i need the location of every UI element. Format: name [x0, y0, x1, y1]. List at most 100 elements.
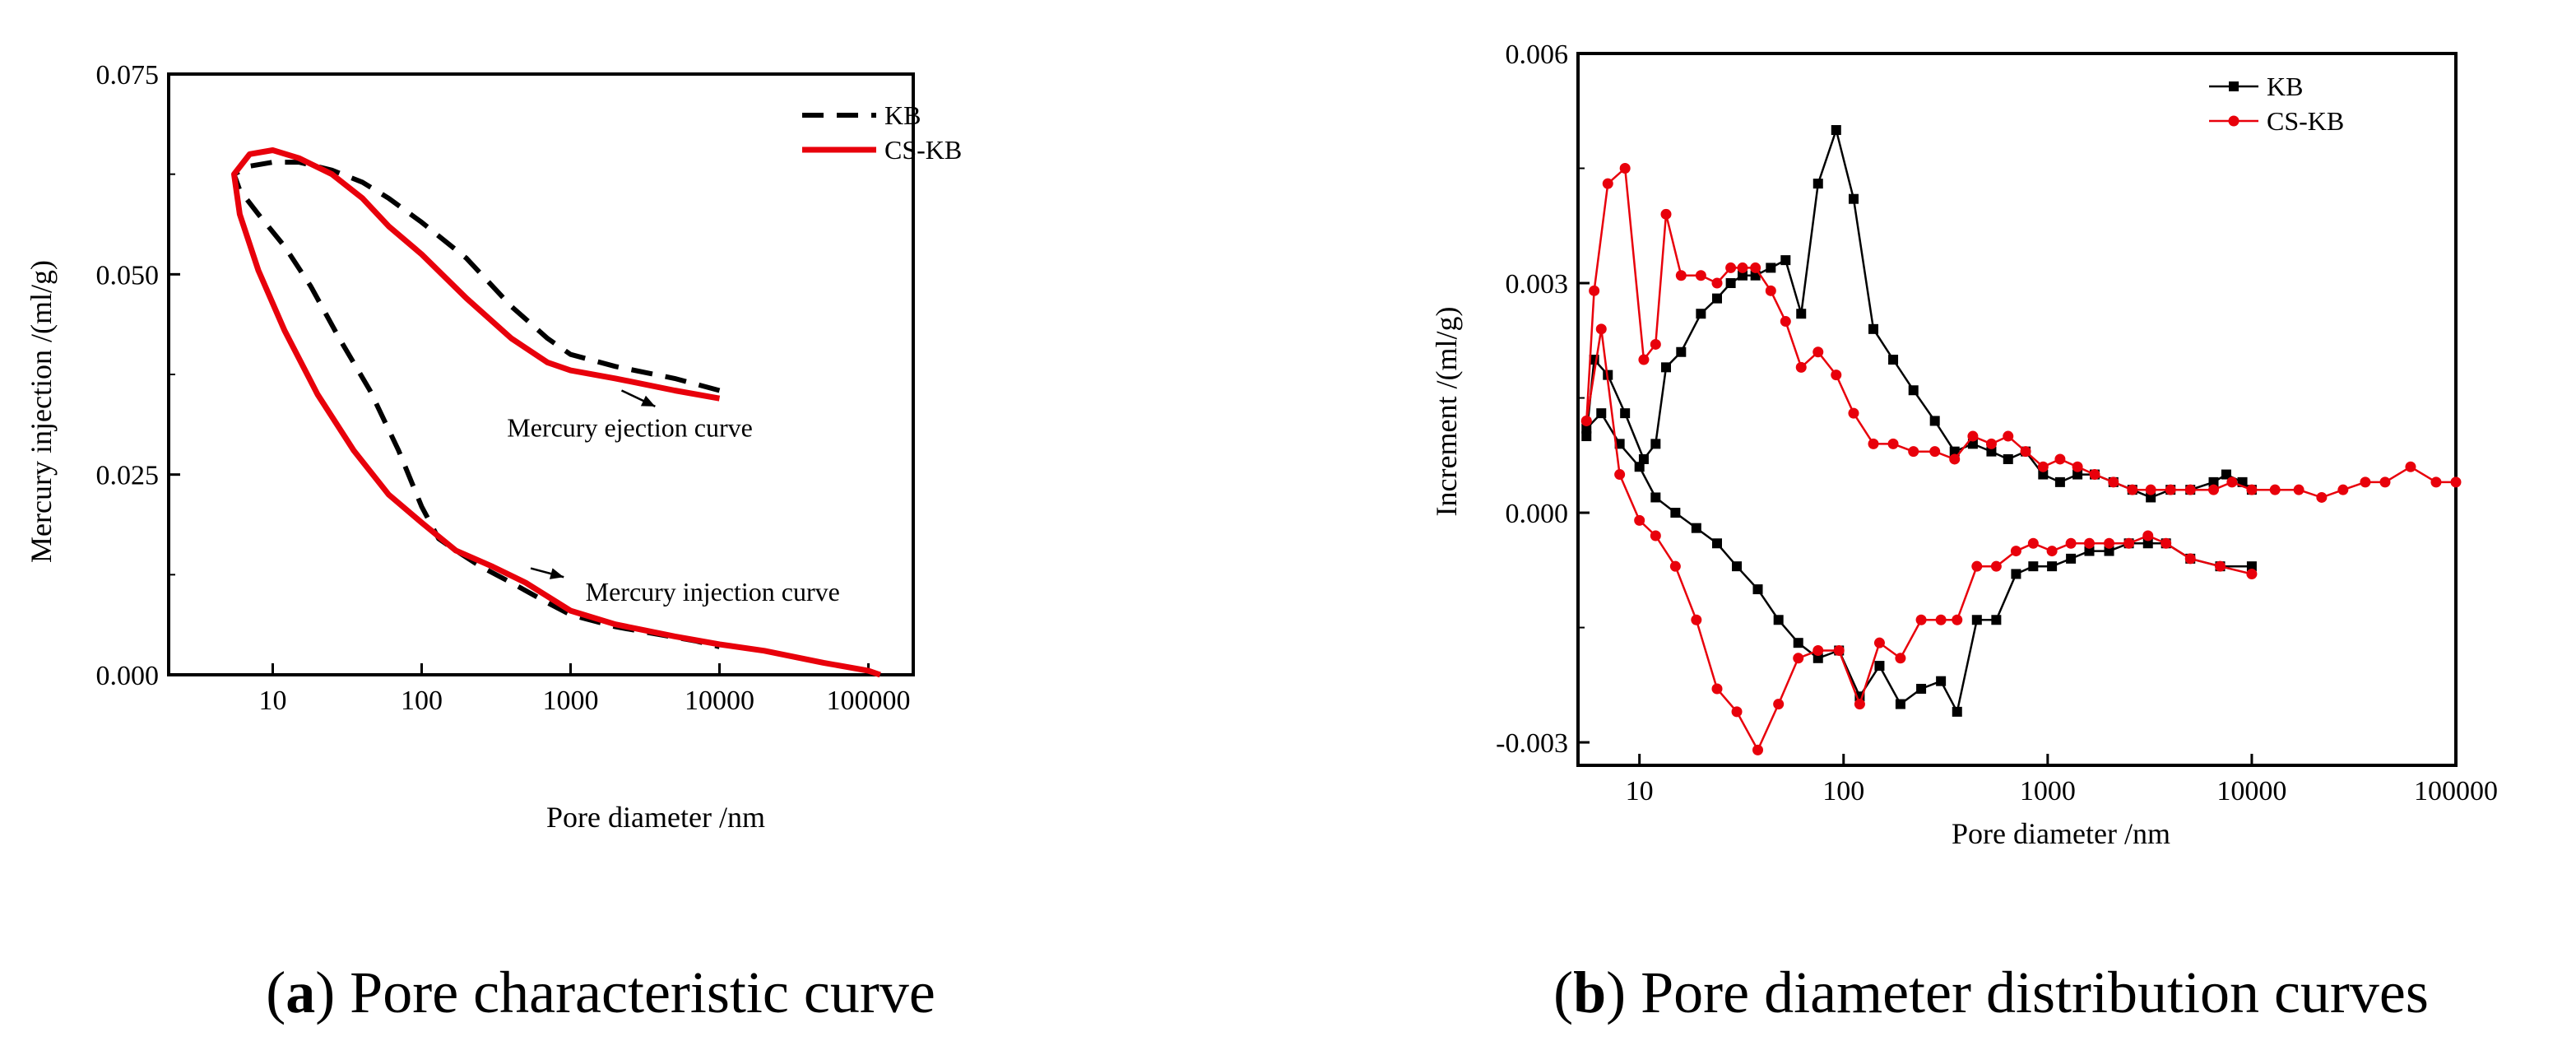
panel-b-caption-text: Pore diameter distribution curves [1641, 960, 2429, 1025]
panel-b-data-point [1848, 193, 1859, 204]
panel-b-data-point [2047, 561, 2058, 572]
panel-b-data-point [1874, 661, 1885, 672]
panel-b-data-point [1936, 676, 1947, 686]
panel-b-data-point [2020, 446, 2031, 458]
panel-b-data-point [1908, 385, 1919, 396]
panel-b-data-point [1895, 699, 1905, 709]
panel-b-data-point [2221, 469, 2231, 480]
panel-b-data-point [2028, 561, 2039, 572]
panel-b-data-point [1634, 462, 1645, 472]
panel-b-data-point [1732, 561, 1743, 572]
panel-b-legend-label: CS-KB [2267, 106, 2344, 136]
panel-b-data-point [2072, 469, 2083, 480]
panel-b-data-point [2089, 469, 2100, 481]
panel-a-y-tick-label: 0.025 [96, 461, 160, 491]
panel-b-data-point [1596, 408, 1607, 419]
panel-b-data-point [2145, 484, 2156, 495]
panel-b-data-point [2054, 476, 2065, 487]
panel-b-x-tick-label: 100 [1822, 776, 1864, 806]
panel-b-data-point [1868, 323, 1879, 334]
panel-b-data-point [1812, 346, 1824, 358]
panel-b-data-point [1949, 446, 1960, 457]
panel-b-legend-marker [2228, 115, 2239, 127]
panel-b-data-point [1915, 614, 1927, 625]
panel-b-data-point [2184, 553, 2196, 565]
panel-b-data-point [1773, 699, 1785, 710]
panel-a-caption-text: Pore characteristic curve [350, 960, 935, 1025]
panel-b-data-point [1888, 355, 1899, 365]
panel-b-data-point [2072, 461, 2083, 472]
panel-b-data-point [2127, 484, 2138, 495]
panel-b-data-point [2337, 484, 2349, 495]
panel-b-y-tick-label: -0.003 [1496, 728, 1568, 759]
panel-b-data-point [2146, 492, 2156, 503]
panel-b-data-point [1638, 453, 1649, 464]
panel-a-x-tick-label: 100000 [827, 686, 911, 716]
panel-b-data-point [2011, 569, 2021, 579]
panel-a-series [231, 147, 881, 678]
panel-b-data-point [1669, 560, 1681, 572]
panel-b-data-point [1752, 744, 1764, 755]
panel-a-ticks: 10 100 1000 10000 100000 0.000 0.025 0.050 0.075 [96, 60, 911, 716]
panel-b-legend: KB CS-KB [2209, 72, 2344, 136]
panel-b-data-point [1737, 270, 1748, 281]
panel-b-data-point [2104, 546, 2114, 556]
panel-b-y-axis-label: Increment /(ml/g) [1430, 307, 1463, 517]
panel-b-data-point [2316, 491, 2328, 503]
panel-a-series-line-cs-kb [231, 147, 881, 678]
panel-b-data-point [1696, 309, 1706, 319]
panel-a-y-axis-label: Mercury injection /(ml/g) [25, 260, 58, 563]
panel-b-data-point [2104, 537, 2115, 549]
panel-a-x-tick-label: 10 [259, 686, 287, 716]
panel-b-data-point [1731, 706, 1743, 718]
panel-a-x-tick-label: 100 [401, 686, 443, 716]
panel-b-data-point [1831, 125, 1841, 136]
panel-b-data-point [1581, 431, 1592, 442]
panel-b-data-point [1793, 653, 1804, 664]
panel-b-chart: 10 100 1000 10000 100000 -0.003 0.000 0.003 0.00… [1430, 40, 2498, 850]
panel-b-series-line-cs-kb [1585, 167, 2456, 499]
panel-b-data-point [1638, 354, 1650, 365]
panel-b-data-point [1986, 446, 1997, 457]
panel-b-data-point [2084, 546, 2095, 556]
panel-a-legend: KB CS-KB [802, 100, 962, 165]
panel-a-x-tick-label: 10000 [685, 686, 754, 716]
panel-b-data-point [1650, 530, 1661, 541]
panel-b-data-point [1929, 446, 1941, 458]
annotation-arrow-head [549, 568, 564, 579]
panel-b-data-point [2269, 484, 2281, 495]
panel-b-data-point [1620, 408, 1631, 419]
panel-b-data-point [2046, 546, 2058, 557]
panel-b-data-point [1967, 439, 1978, 449]
panel-b-data-point [1752, 584, 1763, 595]
panel-b-data-point [2360, 476, 2371, 488]
panel-b-data-point [1650, 338, 1661, 350]
panel-b-data-point [2037, 461, 2049, 472]
panel-b-data-point [2083, 537, 2095, 549]
panel-b-x-tick-label: 10 [1626, 776, 1654, 806]
panel-b-data-point [2161, 537, 2172, 549]
panel-b-data-point [2003, 430, 2014, 442]
panel-b-caption: (b) Pore diameter distribution curves [1553, 960, 2429, 1025]
panel-b-data-point [1887, 438, 1899, 449]
panel-b-data-point [1691, 523, 1701, 533]
panel-b-data-point [1650, 492, 1661, 503]
panel-b-data-point [2293, 484, 2304, 495]
panel-b-data-point [1908, 446, 1919, 458]
panel-b-data-point [1831, 369, 1842, 381]
panel-b-data-point [1895, 653, 1906, 664]
panel-a-series-line-kb [231, 160, 721, 649]
panel-b-data-point [1661, 362, 1672, 373]
panel-b-data-point [2405, 461, 2416, 472]
panel-b-data-point [2027, 537, 2039, 549]
panel-b-x-tick-label: 10000 [2216, 776, 2286, 806]
panel-b-data-point [1676, 346, 1687, 357]
panel-b-data-point [1780, 316, 1791, 328]
panel-b-series-line-kb [1585, 411, 2252, 713]
panel-b-data-point [1952, 706, 1962, 717]
panel-b-caption-letter: b [1573, 960, 1606, 1025]
annotation-label: Mercury injection curve [586, 577, 840, 607]
panel-b-series-line-kb [1585, 128, 2253, 499]
panel-b-data-point [1691, 614, 1702, 625]
panel-b-data-point [1750, 262, 1761, 273]
